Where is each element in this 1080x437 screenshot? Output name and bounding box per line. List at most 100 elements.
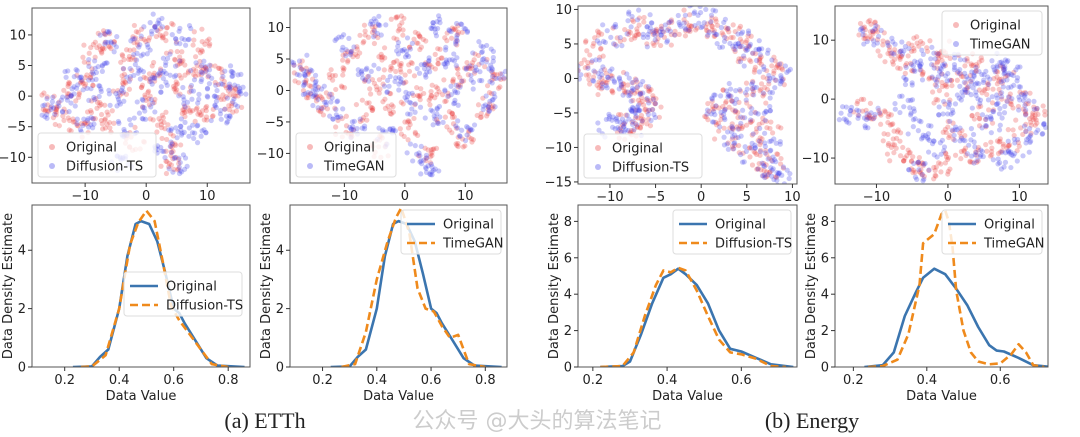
scatter-point bbox=[181, 103, 188, 109]
scatter-point bbox=[749, 118, 755, 124]
scatter-point bbox=[196, 96, 202, 102]
scatter-point bbox=[48, 103, 55, 109]
scatter-point bbox=[771, 176, 777, 183]
scatter-point bbox=[113, 90, 119, 97]
scatter-point bbox=[226, 81, 233, 87]
scatter-point bbox=[187, 107, 193, 114]
scatter-point bbox=[776, 65, 782, 71]
scatter-point bbox=[780, 164, 787, 170]
scatter-point bbox=[867, 100, 874, 106]
scatter-point bbox=[880, 138, 886, 144]
scatter-point bbox=[86, 77, 92, 83]
scatter-point bbox=[395, 43, 401, 49]
scatter-point bbox=[1009, 152, 1015, 158]
scatter-point bbox=[655, 35, 661, 42]
scatter-point bbox=[712, 112, 718, 118]
scatter-point bbox=[1002, 57, 1009, 63]
scatter-point bbox=[173, 89, 179, 95]
scatter-point bbox=[884, 39, 891, 45]
x-tick-label: −5 bbox=[646, 190, 665, 205]
y-axis-label: Data Density Estimate bbox=[259, 213, 274, 359]
scatter-point bbox=[408, 59, 414, 66]
scatter-point bbox=[891, 51, 897, 57]
scatter-point bbox=[637, 100, 643, 106]
scatter-point bbox=[115, 94, 121, 100]
scatter-point bbox=[967, 72, 973, 79]
scatter-point bbox=[330, 116, 336, 122]
scatter-point bbox=[110, 88, 116, 94]
scatter-point bbox=[888, 144, 895, 150]
scatter-point bbox=[337, 114, 344, 120]
scatter-point bbox=[387, 67, 393, 73]
scatter-point bbox=[106, 29, 112, 36]
scatter-point bbox=[766, 81, 772, 87]
scatter-point bbox=[343, 47, 349, 53]
scatter-point bbox=[726, 80, 732, 87]
scatter-point bbox=[238, 91, 244, 97]
scatter-point bbox=[230, 109, 236, 115]
scatter-point bbox=[134, 99, 140, 105]
scatter-point bbox=[635, 115, 641, 121]
scatter-point bbox=[432, 66, 438, 72]
scatter-point bbox=[175, 129, 181, 135]
scatter-point bbox=[621, 88, 628, 94]
scatter-point bbox=[188, 67, 194, 74]
scatter-point bbox=[235, 103, 241, 109]
scatter-point bbox=[644, 23, 650, 30]
legend-label: TimeGAN bbox=[323, 160, 385, 175]
scatter-point bbox=[725, 25, 731, 32]
scatter-point bbox=[88, 107, 94, 114]
scatter-point bbox=[111, 120, 117, 126]
scatter-point bbox=[949, 82, 955, 89]
scatter-point bbox=[315, 96, 321, 102]
scatter-point bbox=[945, 156, 951, 163]
scatter-point bbox=[685, 24, 691, 31]
scatter-point bbox=[124, 74, 130, 80]
scatter-point bbox=[402, 72, 408, 78]
scatter-point bbox=[725, 140, 731, 146]
scatter-point bbox=[899, 51, 906, 57]
scatter-point bbox=[229, 103, 235, 109]
scatter-point bbox=[117, 92, 123, 98]
scatter-point bbox=[362, 28, 368, 34]
scatter-point bbox=[1007, 101, 1013, 107]
scatter-point bbox=[598, 46, 604, 52]
scatter-point bbox=[65, 93, 71, 100]
scatter-point bbox=[116, 99, 122, 105]
scatter-point bbox=[634, 84, 640, 91]
scatter-point bbox=[173, 40, 179, 47]
scatter-point bbox=[961, 86, 968, 93]
scatter-point bbox=[728, 97, 735, 104]
scatter-point bbox=[901, 74, 907, 81]
scatter-point bbox=[447, 127, 453, 133]
scatter-point bbox=[191, 135, 197, 142]
scatter-point bbox=[671, 32, 678, 38]
scatter-point bbox=[170, 156, 176, 162]
scatter-point bbox=[466, 129, 472, 135]
scatter-point bbox=[131, 22, 138, 29]
scatter-point bbox=[198, 71, 205, 78]
scatter-point bbox=[301, 67, 307, 74]
scatter-point bbox=[58, 97, 64, 103]
scatter-point bbox=[646, 88, 653, 94]
scatter-point bbox=[644, 24, 650, 30]
scatter-point bbox=[908, 166, 914, 172]
scatter-point bbox=[733, 96, 740, 102]
scatter-point bbox=[192, 130, 198, 136]
scatter-point bbox=[729, 125, 735, 131]
scatter-point bbox=[597, 74, 603, 80]
scatter-point bbox=[107, 125, 113, 131]
scatter-point bbox=[722, 107, 728, 113]
scatter-point bbox=[292, 78, 298, 84]
scatter-point bbox=[844, 119, 850, 125]
scatter-point bbox=[910, 117, 917, 123]
scatter-point bbox=[708, 19, 714, 25]
scatter-point bbox=[934, 83, 940, 89]
scatter-series bbox=[39, 20, 245, 177]
scatter-point bbox=[450, 76, 456, 82]
scatter-point bbox=[226, 113, 233, 119]
scatter-point bbox=[399, 48, 406, 54]
scatter-point bbox=[905, 147, 911, 153]
scatter-point bbox=[149, 81, 155, 87]
scatter-point bbox=[947, 77, 953, 83]
